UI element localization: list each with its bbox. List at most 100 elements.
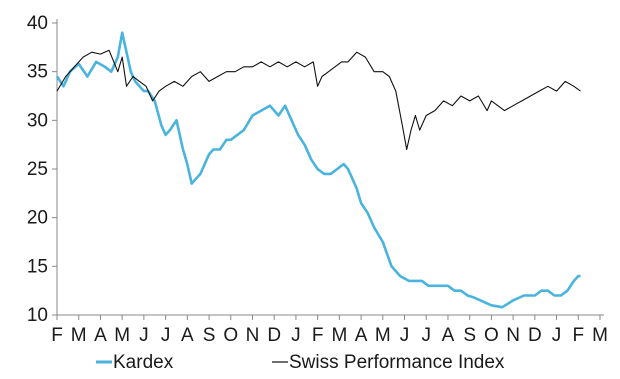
data-point [278, 61, 279, 62]
data-point [578, 276, 579, 277]
data-point [460, 290, 461, 291]
x-tick-label: O [223, 325, 238, 346]
data-point [278, 115, 279, 116]
data-point [541, 290, 542, 291]
data-point [187, 164, 188, 165]
data-point [132, 76, 133, 77]
data-point [547, 86, 548, 87]
data-point [478, 95, 479, 96]
data-point [337, 168, 338, 169]
data-point [573, 280, 574, 281]
data-point [208, 154, 209, 155]
data-point [565, 81, 566, 82]
data-point [467, 295, 468, 296]
data-point [195, 178, 196, 179]
data-point [491, 100, 492, 101]
y-tick-label: 10 [27, 305, 48, 326]
data-point [341, 61, 342, 62]
axes [56, 19, 604, 316]
x-tick-label: M [71, 325, 87, 346]
data-point [367, 212, 368, 213]
data-point [521, 100, 522, 101]
data-point [382, 241, 383, 242]
data-point [567, 290, 568, 291]
data-point [217, 76, 218, 77]
data-point [356, 52, 357, 53]
data-point [452, 105, 453, 106]
data-point [328, 71, 329, 72]
data-point [161, 125, 162, 126]
data-point [415, 115, 416, 116]
data-point [513, 105, 514, 106]
data-point [122, 32, 123, 33]
data-point [152, 100, 153, 101]
data-point [191, 183, 192, 184]
data-point [169, 130, 170, 131]
data-point [154, 100, 155, 101]
data-point [410, 130, 411, 131]
data-point [356, 188, 357, 189]
series-line [56, 49, 581, 151]
data-point [208, 81, 209, 82]
data-point [298, 134, 299, 135]
data-point [402, 125, 403, 126]
x-tick-label: D [528, 325, 542, 346]
data-point [374, 227, 375, 228]
data-point [487, 110, 488, 111]
data-point [191, 76, 192, 77]
data-point [497, 105, 498, 106]
data-point [530, 95, 531, 96]
data-point [159, 91, 160, 92]
data-point [269, 105, 270, 106]
data-point [100, 54, 101, 55]
data-point [285, 105, 286, 106]
x-tick-label: N [506, 325, 520, 346]
data-point [580, 276, 581, 277]
data-point [83, 57, 84, 58]
x-tick-label: F [572, 325, 584, 346]
data-point [304, 144, 305, 145]
y-tick-label: 20 [27, 208, 48, 229]
data-point [204, 164, 205, 165]
data-point [554, 295, 555, 296]
data-point [434, 110, 435, 111]
x-tick-label: M [331, 325, 347, 346]
data-point [287, 66, 288, 67]
data-point [87, 76, 88, 77]
x-tick-label: A [442, 325, 455, 346]
data-point [235, 71, 236, 72]
data-point [321, 76, 322, 77]
data-point [317, 168, 318, 169]
data-point [182, 86, 183, 87]
x-tick-label: J [291, 325, 301, 346]
data-point [317, 86, 318, 87]
data-point [473, 297, 474, 298]
data-point [176, 120, 177, 121]
data-point [146, 86, 147, 87]
data-point [143, 91, 144, 92]
x-tick-label: J [552, 325, 562, 346]
data-point [219, 149, 220, 150]
data-point [126, 52, 127, 53]
data-point [237, 134, 238, 135]
y-axis-ticks: 10 15 20 25 30 35 40 [27, 13, 57, 326]
data-point [443, 100, 444, 101]
data-point [547, 290, 548, 291]
data-point [361, 203, 362, 204]
data-point [226, 139, 227, 140]
legend-label: Swiss Performance Index [289, 352, 505, 373]
data-point [96, 61, 97, 62]
data-point [295, 61, 296, 62]
data-point [130, 71, 131, 72]
data-point [573, 86, 574, 87]
data-point [365, 57, 366, 58]
data-point [174, 81, 175, 82]
data-point [406, 149, 407, 150]
data-point [460, 95, 461, 96]
data-point [213, 149, 214, 150]
data-point [200, 173, 201, 174]
data-point [313, 61, 314, 62]
data-point [65, 76, 66, 77]
x-tick-label: A [94, 325, 107, 346]
